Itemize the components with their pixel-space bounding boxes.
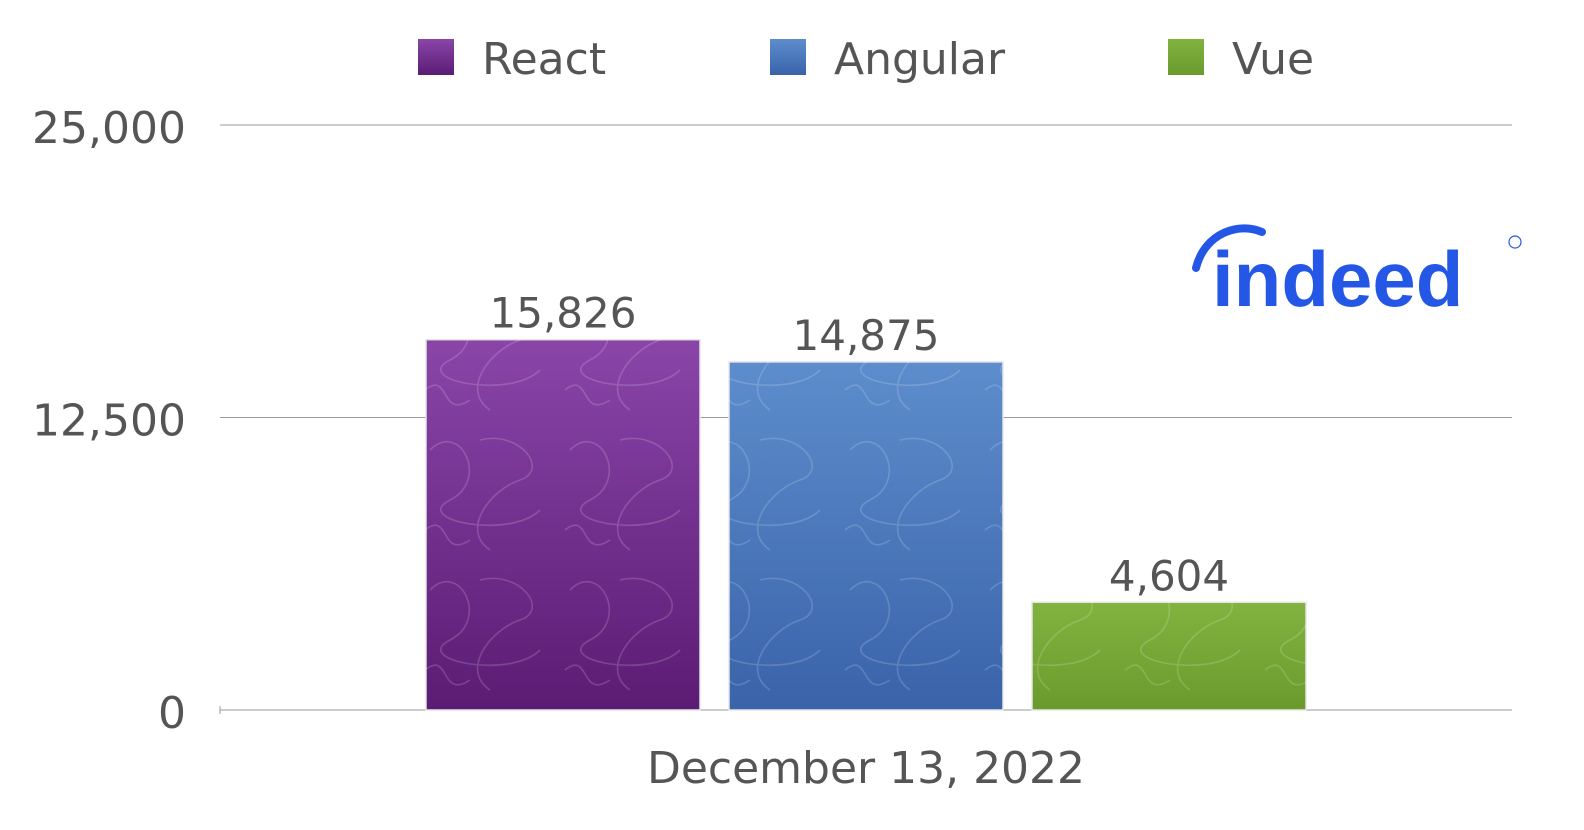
y-axis: 0 12,500 25,000	[32, 103, 221, 739]
indeed-logo: indeed	[1192, 224, 1522, 323]
legend-swatch-react	[418, 39, 454, 75]
legend-swatch-vue	[1168, 39, 1204, 75]
legend: React Angular Vue	[418, 34, 1314, 85]
bars	[425, 338, 1307, 711]
legend-label: Angular	[834, 34, 1006, 85]
y-tick-label: 25,000	[32, 103, 186, 154]
legend-label: Vue	[1232, 34, 1314, 85]
y-tick-label: 0	[158, 688, 186, 739]
bar-value-label: 15,826	[490, 289, 637, 338]
bar-value-label: 4,604	[1109, 551, 1229, 600]
registered-mark-icon	[1508, 235, 1522, 249]
bar-texture-vue	[1032, 602, 1306, 710]
x-category-label: December 13, 2022	[647, 743, 1085, 794]
logo-wordmark: indeed	[1212, 235, 1463, 323]
y-tick-label: 12,500	[32, 396, 186, 447]
bar-texture-react	[426, 339, 700, 710]
bar-texture-angular	[729, 361, 1003, 710]
x-axis: December 13, 2022	[647, 743, 1085, 794]
legend-swatch-angular	[770, 39, 806, 75]
legend-label: React	[482, 34, 606, 85]
bar-value-label: 14,875	[793, 311, 940, 360]
bar-value-labels: 15,826 14,875 4,604	[490, 289, 1230, 601]
logo-swoosh-icon	[1192, 224, 1266, 272]
